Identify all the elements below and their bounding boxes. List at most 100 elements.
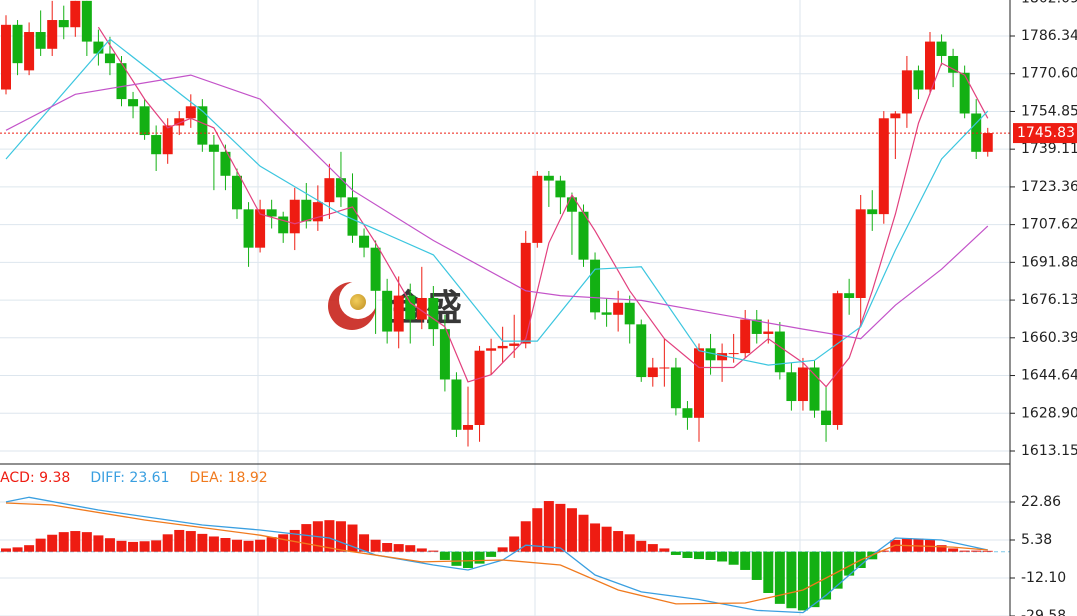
candle-body <box>867 209 878 215</box>
y-tick-label: 1613.15 <box>1021 443 1077 459</box>
candle-body <box>347 197 358 236</box>
macd-bar <box>197 533 208 552</box>
macd-bar <box>255 539 266 552</box>
macd-bar <box>35 538 46 552</box>
macd-bar <box>636 540 647 552</box>
macd-bar <box>809 551 820 608</box>
macd-bar <box>694 551 704 560</box>
candle-body <box>659 367 670 369</box>
candle-body <box>174 118 185 126</box>
macd-bar <box>590 523 601 552</box>
macd-bar <box>844 551 855 576</box>
y-tick-label: 1676.13 <box>1021 292 1077 308</box>
candle-body <box>925 41 935 90</box>
candle-body <box>694 348 704 418</box>
macd-bar <box>647 544 658 552</box>
y-tick-label: -12.10 <box>1021 570 1066 586</box>
candle-body <box>948 55 959 73</box>
macd-bar <box>104 538 115 552</box>
macd-bar <box>728 551 739 565</box>
grid <box>0 0 1010 616</box>
legend-label: DEA: 18.92 <box>190 470 268 486</box>
candle-body <box>728 353 739 355</box>
macd-bar <box>474 551 485 564</box>
macd-bar <box>878 550 889 552</box>
candle-body <box>266 209 277 217</box>
macd-bar <box>717 551 728 562</box>
y-tick-label: 1739.11 <box>1021 141 1077 157</box>
macd-panel <box>0 496 1010 614</box>
macd-bar <box>763 551 774 593</box>
candle-body <box>543 175 554 181</box>
macd-bar <box>532 508 543 552</box>
macd-bar <box>382 543 393 552</box>
candle-body <box>901 70 912 114</box>
macd-bar <box>520 521 531 552</box>
macd-bar <box>81 532 92 552</box>
candle-body <box>116 63 127 100</box>
macd-bar <box>971 550 982 552</box>
candle-body <box>255 209 266 248</box>
candle-body <box>232 175 242 210</box>
candle-body <box>670 367 681 409</box>
candle-body <box>624 302 635 325</box>
macd-bar <box>139 541 150 552</box>
macd-bar <box>151 540 162 552</box>
candle-body <box>855 209 866 298</box>
macd-bar <box>243 540 254 552</box>
y-tick-label: 1644.64 <box>1021 368 1077 384</box>
candle-body <box>58 20 69 28</box>
macd-bar <box>797 551 808 611</box>
candle-body <box>463 424 473 430</box>
macd-bar <box>416 548 427 552</box>
macd-bar <box>601 526 612 552</box>
macd-bar <box>774 551 785 604</box>
legend-label: DIFF: 23.61 <box>90 470 169 486</box>
axes <box>0 0 1011 616</box>
candle-body <box>70 0 81 28</box>
macd-bar <box>578 514 589 552</box>
macd-bar <box>913 538 924 552</box>
candle-body <box>185 106 196 119</box>
candle-body <box>243 209 254 248</box>
indicator-line <box>97 26 989 388</box>
macd-bar <box>278 534 289 552</box>
macd-bar <box>128 541 139 552</box>
candle-body <box>81 0 92 42</box>
y-tick-label: 1754.85 <box>1021 103 1077 119</box>
y-tick-label: 5.38 <box>1021 532 1052 548</box>
y-tick-label: -29.58 <box>1021 608 1066 616</box>
y-tick-label: 1691.88 <box>1021 254 1077 270</box>
macd-bar <box>301 524 312 552</box>
candle-body <box>509 343 520 346</box>
candle-body <box>405 295 416 320</box>
candle-body <box>532 175 543 243</box>
macd-bar <box>370 539 381 552</box>
macd-bar <box>509 536 520 552</box>
candle-body <box>613 302 624 315</box>
macd-bar <box>289 529 300 552</box>
macd-bar <box>405 545 416 552</box>
macd-bar <box>901 538 912 552</box>
macd-bar <box>486 551 497 557</box>
macd-bar <box>451 551 462 566</box>
candle-body <box>486 348 497 351</box>
candle-body <box>1 24 11 90</box>
macd-bar <box>393 544 404 552</box>
legend: MACD: 9.38 DIFF: 23.61 DEA: 18.92 <box>0 470 268 486</box>
candle-body <box>647 367 658 378</box>
candle-body <box>717 353 728 361</box>
macd-bar <box>555 503 566 552</box>
candle-body <box>24 32 35 71</box>
indicator-line <box>5 74 989 340</box>
macd-bar <box>543 501 554 552</box>
macd-bar <box>47 534 58 552</box>
candle-body <box>774 331 785 373</box>
macd-bar <box>359 534 370 552</box>
candle-body <box>601 312 612 315</box>
macd-bar <box>497 547 508 552</box>
candle-body <box>590 259 601 313</box>
candle-body <box>359 235 370 248</box>
candle-body <box>439 329 450 380</box>
candle-body <box>555 180 566 198</box>
